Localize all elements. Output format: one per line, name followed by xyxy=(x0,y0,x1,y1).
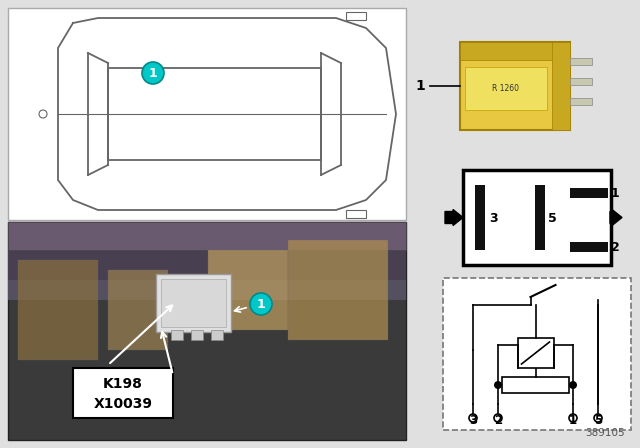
Bar xyxy=(8,8,406,220)
Text: 1: 1 xyxy=(148,66,157,79)
Text: 1: 1 xyxy=(415,79,425,93)
Text: 1: 1 xyxy=(569,414,577,427)
Bar xyxy=(8,222,406,250)
Bar xyxy=(570,58,592,65)
Circle shape xyxy=(142,62,164,84)
Circle shape xyxy=(594,414,602,422)
Bar xyxy=(171,330,183,340)
Bar xyxy=(570,242,608,252)
Bar xyxy=(108,68,321,160)
FancyArrow shape xyxy=(610,210,622,225)
Circle shape xyxy=(494,414,502,422)
Bar xyxy=(346,12,366,20)
Bar xyxy=(475,185,485,250)
Text: 2: 2 xyxy=(494,414,502,427)
Bar xyxy=(208,250,288,330)
Text: R 1260: R 1260 xyxy=(493,84,520,93)
Text: K198: K198 xyxy=(103,377,143,391)
Bar xyxy=(443,278,631,430)
Bar xyxy=(108,270,168,350)
Bar xyxy=(518,338,554,368)
Circle shape xyxy=(39,110,47,118)
Circle shape xyxy=(250,293,272,315)
Bar xyxy=(460,42,570,130)
Text: 1: 1 xyxy=(257,297,266,310)
Bar xyxy=(288,240,388,340)
Bar xyxy=(570,98,592,105)
Circle shape xyxy=(494,381,502,389)
FancyArrow shape xyxy=(445,210,463,225)
Text: 3: 3 xyxy=(489,211,498,224)
Text: 5: 5 xyxy=(548,211,557,224)
Bar xyxy=(465,67,547,110)
Bar xyxy=(156,274,231,332)
Bar xyxy=(73,368,173,418)
Bar xyxy=(552,42,570,130)
Circle shape xyxy=(569,414,577,422)
Bar xyxy=(535,185,545,250)
Circle shape xyxy=(469,414,477,422)
Bar xyxy=(463,170,611,265)
Bar xyxy=(191,330,203,340)
Text: 3: 3 xyxy=(469,414,477,427)
Bar xyxy=(18,260,98,360)
Bar xyxy=(8,222,406,440)
Text: 1: 1 xyxy=(611,186,620,199)
Text: 389105: 389105 xyxy=(586,428,625,438)
Bar xyxy=(8,222,406,300)
Circle shape xyxy=(569,381,577,389)
Bar xyxy=(570,188,608,198)
Bar xyxy=(161,279,226,327)
Text: 5: 5 xyxy=(594,414,602,427)
Bar xyxy=(346,210,366,218)
Bar xyxy=(211,330,223,340)
Text: 2: 2 xyxy=(611,241,620,254)
Bar xyxy=(502,377,569,393)
Text: X10039: X10039 xyxy=(93,397,152,411)
Bar xyxy=(570,78,592,85)
Bar xyxy=(460,42,570,60)
Bar xyxy=(8,222,406,280)
